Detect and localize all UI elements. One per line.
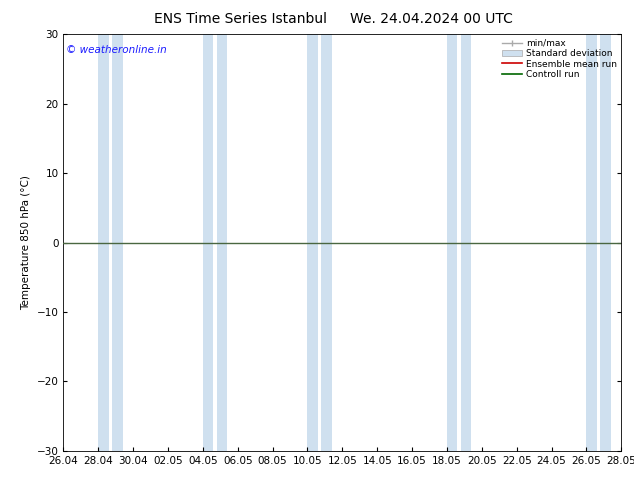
Text: © weatheronline.in: © weatheronline.in bbox=[66, 45, 167, 55]
Bar bbox=[447, 34, 458, 451]
Bar bbox=[600, 34, 611, 451]
Text: ENS Time Series Istanbul: ENS Time Series Istanbul bbox=[155, 12, 327, 26]
Bar bbox=[98, 34, 109, 451]
Bar bbox=[586, 34, 597, 451]
Legend: min/max, Standard deviation, Ensemble mean run, Controll run: min/max, Standard deviation, Ensemble me… bbox=[500, 37, 619, 81]
Bar bbox=[307, 34, 318, 451]
Bar bbox=[203, 34, 213, 451]
Bar bbox=[217, 34, 227, 451]
Bar bbox=[461, 34, 471, 451]
Y-axis label: Temperature 850 hPa (°C): Temperature 850 hPa (°C) bbox=[21, 175, 31, 310]
Bar bbox=[112, 34, 122, 451]
Bar bbox=[321, 34, 332, 451]
Text: We. 24.04.2024 00 UTC: We. 24.04.2024 00 UTC bbox=[350, 12, 512, 26]
